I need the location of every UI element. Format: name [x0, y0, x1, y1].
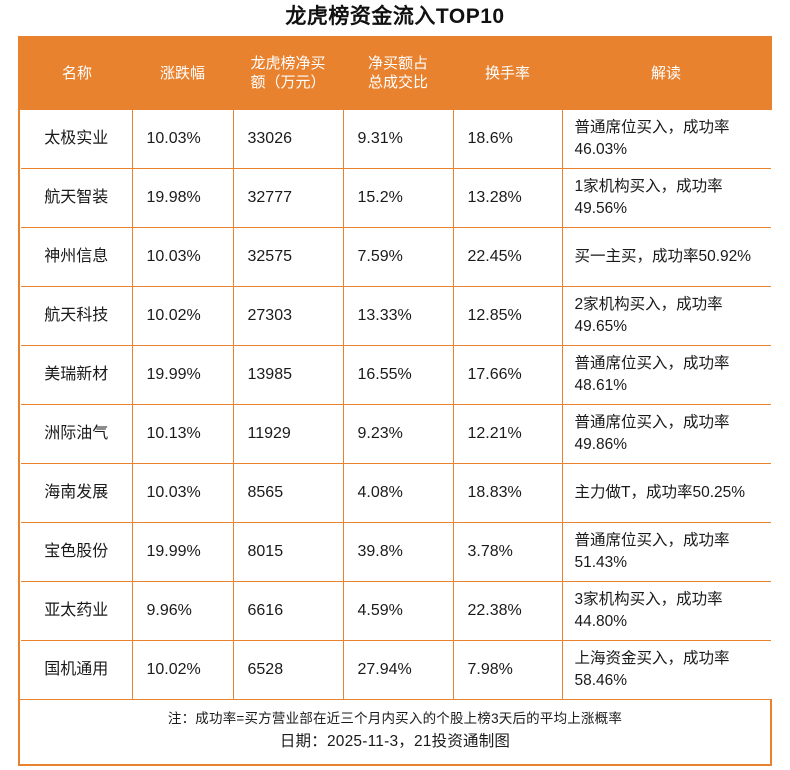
cell-turnover: 22.38%: [452, 580, 563, 641]
column-header-netbuy-line2: 额（万元）: [250, 74, 326, 91]
cell-turnover: 17.66%: [452, 344, 563, 405]
cell-netbuy: 6616: [232, 580, 344, 641]
cell-change: 19.98%: [131, 167, 234, 228]
table-body: 太极实业 10.03% 33026 9.31% 18.6% 普通席位买入，成功率…: [21, 108, 771, 699]
cell-netbuy: 8015: [232, 521, 344, 582]
cell-stock-name: 海南发展: [21, 462, 133, 523]
cell-turnover: 22.45%: [452, 226, 563, 287]
table-header-row: 名称 涨跌幅 龙虎榜净买 额（万元） 净买额占 总成交比 换手率 解读: [21, 37, 771, 109]
cell-change: 9.96%: [131, 580, 234, 641]
table-row: 神州信息 10.03% 32575 7.59% 22.45% 买一主买，成功率5…: [21, 226, 771, 287]
cell-netbuy: 32777: [232, 167, 344, 228]
cell-change: 10.03%: [131, 462, 234, 523]
cell-ratio: 16.55%: [342, 344, 454, 405]
cell-ratio: 15.2%: [342, 167, 454, 228]
cell-ratio: 13.33%: [342, 285, 454, 346]
cell-stock-name: 太极实业: [21, 108, 133, 169]
cell-turnover: 12.85%: [452, 285, 563, 346]
cell-change: 10.02%: [131, 639, 234, 699]
cell-netbuy: 11929: [232, 403, 344, 464]
table-row: 航天智装 19.98% 32777 15.2% 13.28% 1家机构买入，成功…: [21, 167, 771, 228]
cell-turnover: 7.98%: [452, 639, 563, 699]
cell-ratio: 9.23%: [342, 403, 454, 464]
cell-turnover: 18.83%: [452, 462, 563, 523]
table-row: 航天科技 10.02% 27303 13.33% 12.85% 2家机构买入，成…: [21, 285, 771, 346]
cell-turnover: 12.21%: [452, 403, 563, 464]
table-row: 太极实业 10.03% 33026 9.31% 18.6% 普通席位买入，成功率…: [21, 108, 771, 169]
cell-netbuy: 32575: [232, 226, 344, 287]
cell-ratio: 4.08%: [342, 462, 454, 523]
cell-stock-name: 神州信息: [21, 226, 133, 287]
cell-analysis: 买一主买，成功率50.92%: [561, 226, 771, 287]
cell-analysis: 普通席位买入，成功率48.61%: [561, 344, 771, 405]
table-row: 亚太药业 9.96% 6616 4.59% 22.38% 3家机构买入，成功率4…: [21, 580, 771, 641]
cell-netbuy: 8565: [232, 462, 344, 523]
cell-change: 10.02%: [131, 285, 234, 346]
column-header-turnover: 换手率: [453, 37, 562, 109]
cell-netbuy: 13985: [232, 344, 344, 405]
cell-analysis: 普通席位买入，成功率51.43%: [561, 521, 771, 582]
table-row: 国机通用 10.02% 6528 27.94% 7.98% 上海资金买入，成功率…: [21, 639, 771, 699]
column-header-ratio-line2: 总成交比: [367, 74, 428, 91]
cell-stock-name: 国机通用: [21, 639, 133, 699]
cell-ratio: 7.59%: [342, 226, 454, 287]
column-header-name: 名称: [21, 37, 132, 109]
cell-turnover: 18.6%: [452, 108, 563, 169]
column-header-analysis-label: 解读: [650, 64, 681, 82]
cell-analysis: 普通席位买入，成功率49.86%: [561, 403, 771, 464]
column-header-name-label: 名称: [61, 64, 92, 82]
cell-netbuy: 33026: [232, 108, 344, 169]
cell-netbuy: 6528: [232, 639, 344, 699]
cell-stock-name: 亚太药业: [21, 580, 133, 641]
column-header-turnover-label: 换手率: [484, 64, 530, 82]
cell-analysis: 上海资金买入，成功率58.46%: [561, 639, 771, 699]
column-header-ratio: 净买额占 总成交比: [343, 37, 453, 109]
cell-ratio: 27.94%: [342, 639, 454, 699]
cell-change: 10.03%: [131, 226, 234, 287]
lhb-table: 名称 涨跌幅 龙虎榜净买 额（万元） 净买额占 总成交比 换手率 解读: [20, 36, 772, 699]
cell-analysis: 主力做T，成功率50.25%: [561, 462, 771, 523]
cell-change: 10.13%: [131, 403, 234, 464]
cell-ratio: 9.31%: [342, 108, 454, 169]
table-header: 名称 涨跌幅 龙虎榜净买 额（万元） 净买额占 总成交比 换手率 解读: [21, 37, 771, 109]
page-title: 龙虎榜资金流入TOP10: [285, 5, 505, 28]
table-row: 洲际油气 10.13% 11929 9.23% 12.21% 普通席位买入，成功…: [21, 403, 771, 464]
cell-turnover: 13.28%: [452, 167, 563, 228]
cell-change: 10.03%: [131, 108, 234, 169]
cell-stock-name: 洲际油气: [21, 403, 133, 464]
cell-analysis: 普通席位买入，成功率46.03%: [561, 108, 771, 169]
cell-ratio: 39.8%: [342, 521, 454, 582]
table-row: 美瑞新材 19.99% 13985 16.55% 17.66% 普通席位买入，成…: [21, 344, 771, 405]
cell-analysis: 1家机构买入，成功率49.56%: [561, 167, 771, 228]
cell-stock-name: 宝色股份: [21, 521, 133, 582]
cell-netbuy: 27303: [232, 285, 344, 346]
column-header-netbuy-line1: 龙虎榜净买: [250, 55, 326, 72]
table-row: 海南发展 10.03% 8565 4.08% 18.83% 主力做T，成功率50…: [21, 462, 771, 523]
table-footer: 注：成功率=买方营业部在近三个月内买入的个股上榜3天后的平均上涨概率 日期：20…: [20, 699, 770, 764]
cell-analysis: 2家机构买入，成功率49.65%: [561, 285, 771, 346]
cell-stock-name: 航天科技: [21, 285, 133, 346]
column-header-ratio-line1: 净买额占: [367, 55, 428, 72]
column-header-change-label: 涨跌幅: [159, 64, 205, 82]
footnote-definition: 注：成功率=买方营业部在近三个月内买入的个股上榜3天后的平均上涨概率: [167, 711, 623, 726]
cell-analysis: 3家机构买入，成功率44.80%: [561, 580, 771, 641]
column-header-netbuy: 龙虎榜净买 额（万元）: [233, 37, 343, 109]
column-header-change: 涨跌幅: [132, 37, 233, 109]
cell-change: 19.99%: [131, 521, 234, 582]
cell-ratio: 4.59%: [342, 580, 454, 641]
cell-turnover: 3.78%: [452, 521, 563, 582]
table-row: 宝色股份 19.99% 8015 39.8% 3.78% 普通席位买入，成功率5…: [21, 521, 771, 582]
footnote-date-source: 日期：2025-11-3，21投资通制图: [279, 733, 511, 750]
cell-stock-name: 美瑞新材: [21, 344, 133, 405]
cell-change: 19.99%: [131, 344, 234, 405]
cell-stock-name: 航天智装: [21, 167, 133, 228]
column-header-analysis: 解读: [562, 37, 771, 109]
lhb-table-container: 名称 涨跌幅 龙虎榜净买 额（万元） 净买额占 总成交比 换手率 解读: [18, 36, 772, 766]
